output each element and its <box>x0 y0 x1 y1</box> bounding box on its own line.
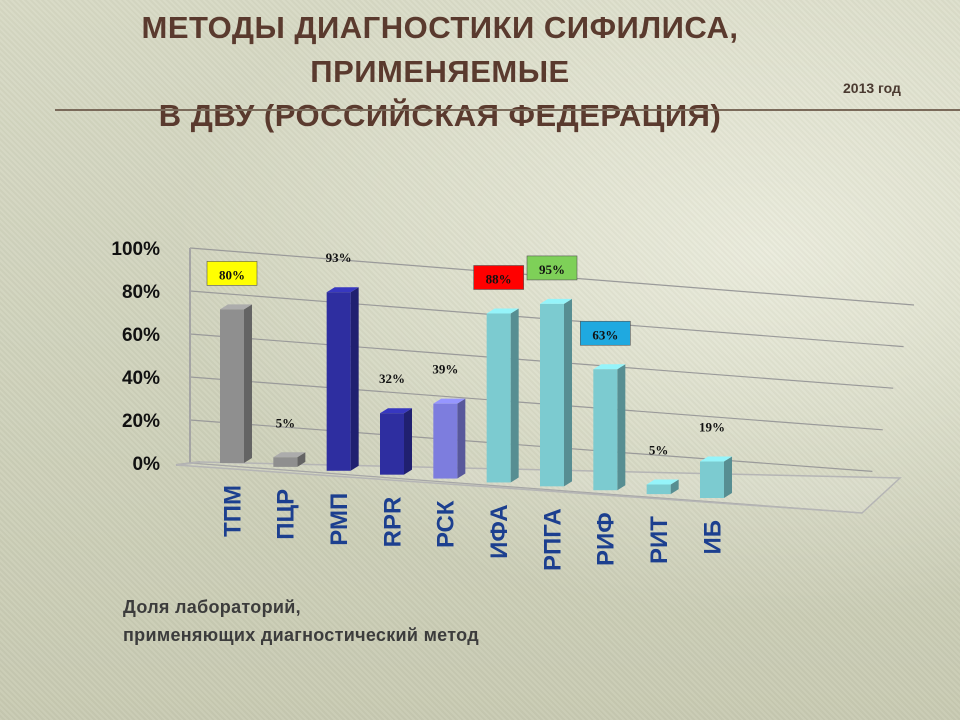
bar-top <box>220 304 252 310</box>
bar <box>593 369 618 491</box>
bar-top <box>540 298 572 304</box>
bar <box>486 313 511 483</box>
data-label: 63% <box>592 327 618 342</box>
bar <box>220 309 244 463</box>
bar-side <box>244 304 252 463</box>
caption-line-1: Доля лабораторий, <box>123 597 301 617</box>
bar <box>433 403 458 479</box>
data-label: 19% <box>699 420 725 435</box>
data-label: 32% <box>379 371 405 386</box>
bar <box>273 457 298 467</box>
bar-side <box>724 456 732 498</box>
category-label: РПГА <box>539 508 566 571</box>
bar-top <box>700 456 732 462</box>
bar-top <box>486 308 519 314</box>
bar-side <box>510 308 519 483</box>
bar <box>700 461 724 498</box>
y-tick-label: 0% <box>133 454 161 475</box>
bar-side <box>457 398 466 479</box>
y-tick-label: 40% <box>122 368 160 389</box>
data-label: 5% <box>649 443 669 458</box>
category-label: RPR <box>379 497 406 548</box>
bar <box>326 292 351 471</box>
bar-top <box>593 364 626 370</box>
category-label: РСК <box>433 500 460 548</box>
title-divider <box>55 109 960 111</box>
title-line-1: МЕТОДЫ ДИАГНОСТИКИ СИФИЛИСА, <box>141 10 739 45</box>
year-label: 2013 год <box>843 80 901 96</box>
y-tick-label: 80% <box>122 282 160 303</box>
category-label: РИТ <box>646 516 673 564</box>
bar-top <box>273 452 306 458</box>
gridline <box>189 419 873 472</box>
bar-top <box>326 287 359 293</box>
category-label: ИФА <box>486 504 513 558</box>
data-label-box <box>526 255 578 281</box>
category-label: РИФ <box>593 512 620 566</box>
category-label: РМП <box>326 493 353 546</box>
data-label: 88% <box>486 271 512 286</box>
data-label: 39% <box>432 362 458 377</box>
data-label: 5% <box>276 415 296 430</box>
bar-side <box>297 452 306 467</box>
y-tick-label: 20% <box>122 411 160 432</box>
y-tick-label: 100% <box>111 239 160 260</box>
bar <box>540 303 564 487</box>
slide-title: МЕТОДЫ ДИАГНОСТИКИ СИФИЛИСА, ПРИМЕНЯЕМЫЕ… <box>60 6 820 138</box>
data-label-box <box>206 261 258 286</box>
data-label: 95% <box>539 262 565 277</box>
bar-top <box>433 398 466 404</box>
y-tick-label: 60% <box>122 325 160 346</box>
bar-top <box>380 408 412 414</box>
bar <box>380 413 404 475</box>
data-label: 80% <box>219 267 245 282</box>
title-line-2: ПРИМЕНЯЕМЫЕ <box>310 54 570 89</box>
bar-side <box>670 479 679 495</box>
caption-line-2: применяющих диагностический метод <box>123 625 479 645</box>
category-label: ИБ <box>699 520 726 555</box>
gridline <box>189 376 883 431</box>
title-line-3: В ДВУ (РОССИЙСКАЯ ФЕДЕРАЦИЯ) <box>158 98 722 133</box>
bar-top <box>646 479 679 485</box>
bar-side <box>617 364 626 491</box>
data-label-box <box>580 320 631 346</box>
data-label-box <box>473 265 524 290</box>
data-label: 93% <box>326 250 352 265</box>
bar <box>646 484 671 495</box>
chart-caption: Доля лабораторий, применяющих диагностич… <box>123 593 479 649</box>
category-label: ПЦР <box>273 489 300 540</box>
bar-side <box>404 408 412 475</box>
bar-side <box>350 287 359 471</box>
bar-side <box>564 298 572 487</box>
category-label: ТПМ <box>219 485 246 537</box>
